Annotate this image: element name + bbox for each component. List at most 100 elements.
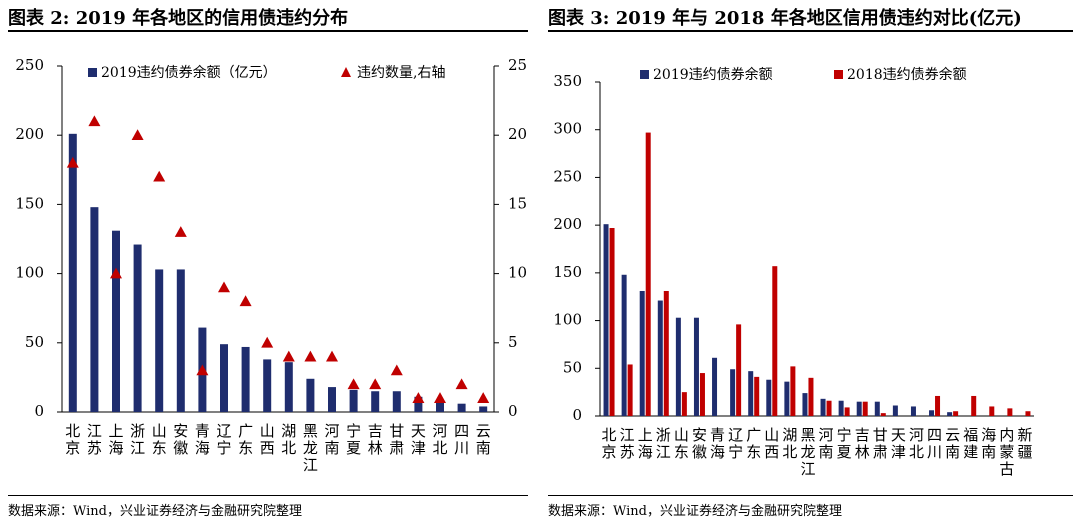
chart2-bar-2018 <box>609 228 615 416</box>
panel1-title: 图表 2: 2019 年各地区的信用债违约分布 <box>8 8 349 29</box>
chart1-triangle-point <box>369 378 382 390</box>
chart2-bar-2018 <box>681 392 687 416</box>
chart2-bar-2018 <box>862 401 868 416</box>
chart2-category-label: 湖 <box>782 426 797 444</box>
chart2-bar-2019 <box>892 405 898 416</box>
chart2-bar-2019 <box>621 274 627 416</box>
chart1-category-label: 海 <box>195 439 210 457</box>
chart2-legend-2019-label: 2019违约债券余额 <box>653 66 773 83</box>
chart1-bar <box>414 396 423 412</box>
chart1-bar <box>90 207 99 412</box>
chart1-bar <box>436 400 444 412</box>
chart2-bar-2019 <box>802 393 808 416</box>
chart1-triangle-point <box>477 392 490 403</box>
chart1-ytick-label: 250 <box>15 56 44 74</box>
chart2-category-label: 上 <box>638 426 653 444</box>
chart2-bar-2018 <box>971 395 977 416</box>
chart1-category-label: 江 <box>130 439 145 457</box>
chart2-bar-2018 <box>699 373 705 416</box>
chart2-ytick-label: 250 <box>553 167 582 185</box>
chart1-category-label: 苏 <box>87 439 102 457</box>
chart2-ytick-label: 0 <box>572 406 582 424</box>
chart2-category-label: 浙 <box>656 426 671 444</box>
chart2-ytick-label: 300 <box>553 120 582 138</box>
chart2-category-label: 四 <box>927 426 942 444</box>
chart2-category-label: 海 <box>638 443 653 461</box>
chart2-bar-2019 <box>675 317 681 416</box>
chart1-triangle-point <box>88 115 101 127</box>
chart1-triangle-point <box>434 392 446 403</box>
chart1-category-label: 江 <box>87 422 102 440</box>
chart2-category-label: 海 <box>981 426 996 444</box>
chart2-bar-2019 <box>657 300 663 416</box>
chart1-category-label: 辽 <box>216 422 231 440</box>
chart1-category-label: 北 <box>65 422 80 440</box>
chart2-bar-2018 <box>1025 411 1031 416</box>
chart2-bar-2019 <box>748 371 754 416</box>
panel2-title: 图表 3: 2019 年与 2018 年各地区信用债违约对比(亿元) <box>548 8 1022 29</box>
chart2-category-label: 肃 <box>873 443 888 461</box>
chart1-triangle-point <box>326 350 338 362</box>
chart1-ytick-label: 50 <box>25 333 44 351</box>
chart1-y2tick-label: 15 <box>508 194 527 212</box>
chart1-category-label: 龙 <box>303 439 318 457</box>
chart1-bar <box>392 391 401 412</box>
chart1-y2tick-label: 0 <box>508 402 518 420</box>
chart2-bar-2018 <box>772 266 778 416</box>
chart2-category-label: 西 <box>764 443 779 461</box>
chart1-ytick-label: 150 <box>15 194 44 212</box>
chart1-category-label: 西 <box>260 439 275 457</box>
chart1-y2tick-label: 20 <box>508 125 527 143</box>
chart1-category-label: 江 <box>303 456 318 474</box>
chart2-ytick-label: 200 <box>553 215 582 233</box>
chart1-category-label: 上 <box>108 422 123 440</box>
chart2-category-label: 辽 <box>728 426 743 444</box>
chart2-category-label: 甘 <box>873 426 888 444</box>
chart1-bar <box>112 230 120 412</box>
chart1-category-label: 安 <box>173 422 188 440</box>
chart2-category-label: 林 <box>855 443 870 461</box>
chart1-category-label: 南 <box>324 439 339 457</box>
chart2-category-label: 天 <box>891 426 906 444</box>
chart1-triangle-point <box>153 170 166 182</box>
chart2-bar-2018 <box>790 366 796 416</box>
chart2-category-label: 广 <box>746 426 761 444</box>
chart1-ytick-label: 100 <box>15 264 44 282</box>
chart2-category-label: 北 <box>602 426 617 444</box>
chart2-category-label: 河 <box>819 426 834 444</box>
chart1-category-label: 四 <box>454 422 469 440</box>
chart2-bar-2018 <box>826 400 832 416</box>
chart2-category-label: 江 <box>620 426 635 444</box>
chart2-category-label: 北 <box>782 443 797 461</box>
chart2-category-label: 北 <box>909 443 924 461</box>
chart2-category-label: 江 <box>656 443 671 461</box>
chart1-triangle-point <box>218 281 230 293</box>
chart1-category-label: 东 <box>238 439 253 457</box>
chart2-bar-2019 <box>929 410 935 416</box>
chart2-bar-2018 <box>935 395 941 416</box>
chart1-bar <box>479 406 488 412</box>
chart2-category-label: 东 <box>674 443 689 461</box>
chart1-triangle-point <box>66 156 79 168</box>
chart1-triangle-point <box>239 295 252 307</box>
chart1-bar <box>328 387 336 412</box>
panel1-source: 数据来源：Wind，兴业证券经济与金融研究院整理 <box>8 504 302 519</box>
chart1-bar <box>349 389 358 412</box>
chart1-category-label: 东 <box>152 439 167 457</box>
chart2-bar-2019 <box>766 379 772 416</box>
chart2-bar-2019 <box>712 357 718 416</box>
chart1-triangle-point <box>455 378 468 390</box>
chart1-bar <box>176 269 185 412</box>
chart2-legend-2018-label: 2018违约债券余额 <box>847 66 967 83</box>
chart2-bar-2019 <box>947 412 953 416</box>
chart1-category-label: 南 <box>476 439 491 457</box>
chart1-y2tick-label: 25 <box>508 56 527 74</box>
chart2-bar-2018 <box>880 413 886 416</box>
chart1-bar <box>306 378 315 412</box>
chart2-bar-2018 <box>989 406 995 416</box>
chart1-category-label: 湖 <box>281 422 296 440</box>
chart1-triangle-point <box>412 392 425 403</box>
chart1-triangle-point <box>196 364 209 376</box>
chart2-category-label: 南 <box>981 443 996 461</box>
